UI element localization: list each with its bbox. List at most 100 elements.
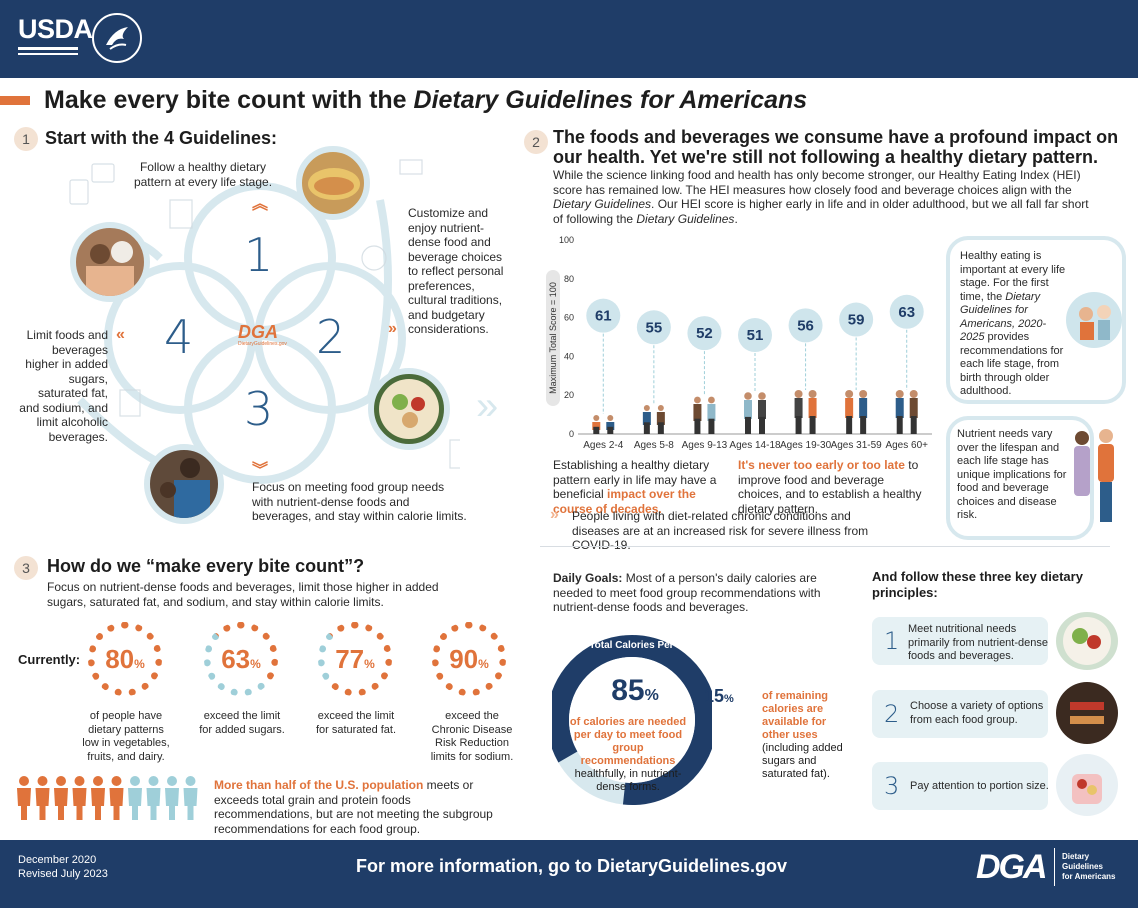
donut-title: Total Calories Per Day [589,640,695,651]
hei-score-chart: Maximum Total Score = 100 0 20 40 60 80 100 61 A… [546,235,932,451]
kids-illustration-icon [1066,292,1122,348]
person-legs-icon [643,422,650,434]
kebab-photo [1056,682,1118,744]
y-axis-label-pill [546,270,560,406]
person-head-icon [845,390,854,398]
fruit-cup-photo [1056,754,1118,816]
principle-2-number: 2 [884,700,900,728]
score-bubble [788,308,823,343]
person-body-icon [592,422,601,430]
stat-caption-vegetables: of people have dietary patterns low in v… [82,710,170,763]
person-head-icon [859,390,868,398]
tamale-photo [296,146,370,220]
life-stage-text: Healthy eating is important at every lif… [960,250,1066,397]
person-legs-icon [708,418,715,434]
x-tick-label: Ages 60+ [885,440,928,451]
person-head-icon [895,390,904,398]
stat-caption-sodium: exceed the Chronic Disease Risk Reductio… [430,710,514,763]
person-legs-icon [896,416,903,434]
hhs-seal-icon [92,13,142,63]
person-legs-icon [745,416,751,434]
person-body-icon [744,400,752,419]
principle-1-number: 1 [884,627,900,655]
principle-3 [872,762,1048,810]
score-bubble [738,318,772,353]
usda-logo: USDA [18,14,93,44]
person-icon-body [183,788,198,820]
daily-goals-text: Daily Goals: Most of a person's daily ca… [553,571,821,614]
person-head-icon [643,405,650,411]
section-divider [540,546,1110,547]
stat-caption-saturated-fat: exceed the limit for saturated fat. [315,710,397,736]
usda-logo-stripe [18,47,78,50]
covid-text: People living with diet-related chronic … [572,509,869,552]
person-head-icon [708,396,715,404]
section-1-number: 1 [14,127,38,151]
stat-ring-sugars: 63% [204,622,278,696]
y-axis-label: Maximum Total Score = 100 [548,282,558,394]
person-legs-icon [694,418,701,434]
person-legs-icon [607,426,614,434]
person-body-icon [693,404,702,421]
donut-main-arc [552,635,712,805]
person-icon-head [93,776,103,786]
footer-dga-logo: DGA [976,848,1048,886]
footer-logo-text: Dietary Guidelines for Americans [1062,852,1116,881]
person-body-icon [656,412,665,425]
nutrient-needs-text: Nutrient needs vary over the lifespan an… [957,428,1067,521]
guideline-numeral-1: 1 [244,228,274,282]
nutrient-needs-box [946,416,1094,540]
person-head-icon [794,390,803,398]
page-title: Make every bite count with the Dietary G… [44,86,808,114]
person-icon-body [91,788,105,820]
usda-logo-stripe-2 [18,53,78,55]
x-tick-label: Ages 31-59 [831,440,883,451]
hei-intro: While the science linking food and healt… [553,168,1089,226]
guideline-2-text: Customize and enjoy nutrient-dense food … [408,206,504,336]
family-photo [70,222,150,302]
score-bubble [586,298,621,333]
side-percent-caption: of remaining calories are available for … [762,690,843,780]
chevron-up-icon: ︽ [252,196,269,213]
dga-center-url: DietaryGuidelines.gov [238,341,287,347]
person-body-icon [895,398,904,418]
person-icon-body [165,788,179,820]
person-head-icon [758,392,766,400]
main-percent-caption: of calories are needed per day to meet f… [569,716,687,793]
x-tick-label: Ages 19-30 [780,440,832,451]
person-icon-head [130,776,140,786]
person-icon-head [56,776,66,786]
population-text: More than half of the U.S. population me… [214,778,493,836]
score-label: 56 [797,317,814,334]
person-head-icon [808,390,817,398]
section-2-number: 2 [524,130,548,154]
person-legs-icon [795,416,802,434]
y-tick-label: 40 [564,351,574,361]
y-tick-label: 60 [564,313,574,323]
section-3-title: How do we “make every bite count”? [47,556,365,576]
person-icon-body [109,788,124,820]
footer-cta-link[interactable]: For more information, go to DietaryGuide… [356,856,788,876]
donut-inner [569,657,695,783]
women-illustration-icon [1074,429,1114,522]
guideline-4-text: Limit foods and beverages higher in adde… [19,328,108,444]
section-2-title: The foods and beverages we consume have … [553,127,1119,167]
title-accent-bar [0,96,30,105]
score-label: 59 [848,312,865,329]
side-percent: 15% [704,686,734,706]
covid-chevron-icon: » [550,506,559,523]
section-1-title: Start with the 4 Guidelines: [45,128,278,148]
score-label: 61 [595,308,612,325]
person-legs-icon [860,416,867,434]
stat-ring-sodium: 90% [432,622,506,696]
person-icon-body [128,788,142,820]
principle-3-number: 3 [884,772,900,800]
stat-ring-vegetables: 80% [88,622,162,696]
score-label: 55 [646,319,663,336]
x-tick-label: Ages 2-4 [583,440,623,451]
person-icon-head [185,776,196,786]
never-too-late-text: It's never too early or too late to impr… [738,458,922,516]
section-3-number: 3 [14,556,38,580]
score-bubble [839,302,874,337]
person-body-icon [758,400,766,419]
